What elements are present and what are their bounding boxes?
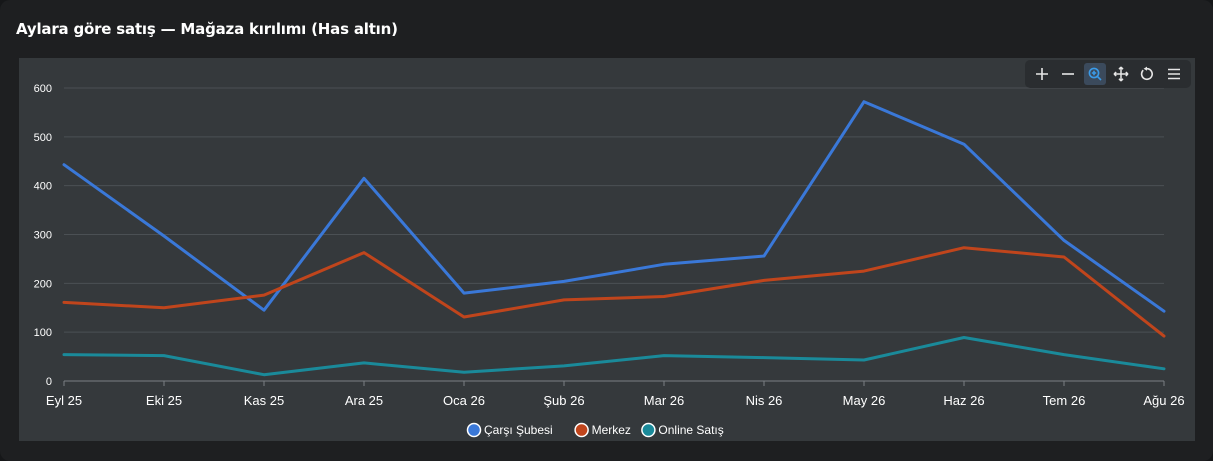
x-tick-label: Oca 26	[443, 393, 485, 408]
x-tick-label: Kas 25	[244, 393, 284, 408]
zoom-out-button[interactable]	[1057, 63, 1079, 85]
legend-label: Çarşı Şubesi	[484, 423, 553, 437]
legend-label: Online Satış	[658, 423, 723, 437]
x-tick-label: Şub 26	[543, 393, 584, 408]
reset-button[interactable]	[1136, 63, 1158, 85]
legend-label: Merkez	[592, 423, 631, 437]
y-tick-label: 100	[34, 327, 52, 339]
menu-button[interactable]	[1163, 63, 1185, 85]
zoom-out-icon	[1062, 73, 1075, 75]
menu-icon	[1167, 68, 1180, 80]
series-line-2	[62, 246, 1166, 338]
x-tick-label: Haz 26	[943, 393, 984, 408]
x-tick-label: Eki 25	[146, 393, 182, 408]
pan-icon	[1113, 66, 1129, 82]
y-tick-label: 500	[34, 132, 52, 144]
x-tick-label: Mar 26	[644, 393, 684, 408]
x-tick-label: Ağu 26	[1143, 393, 1184, 408]
selection-zoom-button[interactable]	[1083, 63, 1106, 85]
pan-button[interactable]	[1110, 63, 1132, 85]
x-tick-label: May 26	[843, 393, 886, 408]
reset-icon	[1141, 66, 1154, 81]
x-tick-label: Ara 25	[345, 393, 383, 408]
x-tick-label: Tem 26	[1043, 393, 1086, 408]
series-line-1	[62, 100, 1166, 313]
selection-zoom-icon	[1088, 67, 1102, 81]
zoom-in-icon	[1036, 68, 1049, 80]
legend-marker	[466, 422, 482, 438]
x-tick-label: Eyl 25	[46, 393, 82, 408]
y-tick-label: 200	[34, 278, 52, 290]
chart-title: Aylara göre satış — Mağaza kırılımı (Has…	[16, 20, 398, 38]
chart-toolbar	[1025, 60, 1191, 88]
y-tick-label: 300	[34, 230, 52, 242]
zoom-in-button[interactable]	[1031, 63, 1053, 85]
y-tick-label: 400	[34, 181, 52, 193]
y-tick-label: 0	[46, 376, 52, 388]
x-tick-label: Nis 26	[746, 393, 783, 408]
legend-marker	[641, 422, 656, 438]
y-tick-label: 600	[34, 83, 52, 95]
legend-marker	[574, 422, 589, 438]
series-line-3	[62, 336, 1166, 377]
